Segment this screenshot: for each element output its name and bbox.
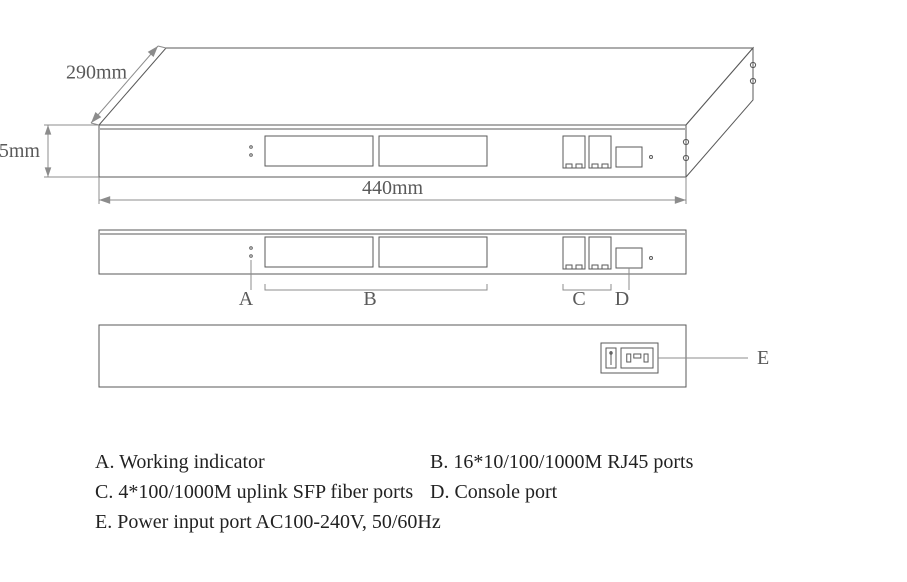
legend-A: A. Working indicator	[95, 451, 265, 473]
rear-view	[99, 325, 686, 387]
legend-D: D. Console port	[430, 481, 558, 503]
label-A: A	[239, 288, 254, 310]
isometric-view	[99, 48, 756, 177]
dim-width: 440mm	[362, 177, 424, 199]
legend-C: C. 4*100/1000M uplink SFP fiber ports	[95, 481, 413, 503]
label-B: B	[363, 288, 376, 310]
dim-depth: 290mm	[66, 62, 128, 84]
legend: A. Working indicator B. 16*10/100/1000M R…	[95, 451, 694, 533]
front-view	[99, 230, 686, 274]
label-E: E	[757, 347, 769, 369]
label-D: D	[615, 288, 629, 310]
legend-B: B. 16*10/100/1000M RJ45 ports	[430, 451, 694, 473]
dim-height: 44.5mm	[0, 140, 40, 162]
legend-E: E. Power input port AC100-240V, 50/60Hz	[95, 511, 441, 533]
label-C: C	[572, 288, 585, 310]
